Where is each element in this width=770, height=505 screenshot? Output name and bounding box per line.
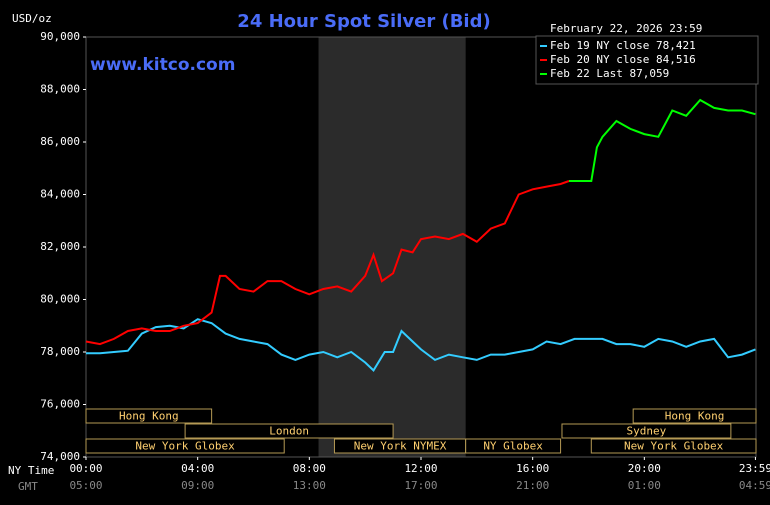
y-unit: USD/oz xyxy=(12,12,52,25)
y-tick-label: 90,000 xyxy=(40,30,80,43)
y-tick-label: 86,000 xyxy=(40,135,80,148)
session-box xyxy=(590,438,757,454)
x-tick-label: 20:00 xyxy=(628,462,661,475)
gmt-tick-label: 05:00 xyxy=(69,479,102,492)
gmt-tick-label: 17:00 xyxy=(404,479,437,492)
series-line xyxy=(569,98,756,182)
session-label: New York Globex xyxy=(135,440,235,453)
gmt-tick-label: 13:00 xyxy=(293,479,326,492)
y-tick-label: 80,000 xyxy=(40,293,80,306)
y-tick-label: 78,000 xyxy=(40,345,80,358)
session-box xyxy=(85,438,285,454)
session-box xyxy=(85,408,213,424)
y-tick-label: 84,000 xyxy=(40,188,80,201)
site-label: www.kitco.com xyxy=(90,55,235,75)
session-label: NY Globex xyxy=(483,440,543,453)
x-tick-label: 08:00 xyxy=(293,462,326,475)
session-label: Hong Kong xyxy=(665,410,725,423)
x-tick-label: 23:59 xyxy=(739,462,770,475)
session-label: Sydney xyxy=(627,425,667,438)
legend-label: Feb 22 Last 87,059 xyxy=(550,67,669,80)
session-box xyxy=(184,423,394,439)
chart-title: 24 Hour Spot Silver (Bid) xyxy=(237,11,490,32)
gmt-tick-label: 04:59 xyxy=(739,479,770,492)
session-label: London xyxy=(269,425,309,438)
y-tick-label: 82,000 xyxy=(40,240,80,253)
x-row-label: GMT xyxy=(18,480,38,493)
x-row-label: NY Time xyxy=(8,464,54,477)
y-tick-label: 74,000 xyxy=(40,450,80,463)
legend-box xyxy=(535,35,759,85)
session-label: New York Globex xyxy=(624,440,724,453)
series-line xyxy=(85,180,570,346)
x-tick-label: 12:00 xyxy=(404,462,437,475)
session-box xyxy=(632,408,757,424)
gmt-tick-label: 21:00 xyxy=(516,479,549,492)
x-tick-label: 04:00 xyxy=(181,462,214,475)
session-label: Hong Kong xyxy=(119,410,179,423)
gmt-tick-label: 01:00 xyxy=(628,479,661,492)
legend-label: Feb 19 NY close 78,421 xyxy=(550,39,696,52)
session-label: New York NYMEX xyxy=(354,440,447,453)
x-tick-label: 16:00 xyxy=(516,462,549,475)
timestamp: February 22, 2026 23:59 xyxy=(550,22,702,35)
x-tick-label: 00:00 xyxy=(69,462,102,475)
gmt-tick-label: 09:00 xyxy=(181,479,214,492)
session-box xyxy=(465,438,562,454)
session-box xyxy=(561,423,732,439)
shaded-session xyxy=(318,37,466,457)
y-tick-label: 88,000 xyxy=(40,83,80,96)
y-tick-label: 76,000 xyxy=(40,398,80,411)
legend-label: Feb 20 NY close 84,516 xyxy=(550,53,696,66)
